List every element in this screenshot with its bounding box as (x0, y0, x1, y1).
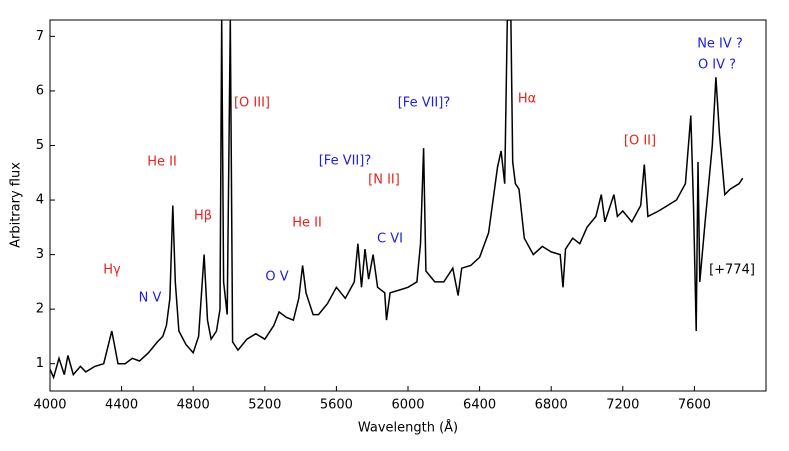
x-tick-label: 6000 (391, 398, 424, 413)
x-tick-label: 5200 (248, 398, 281, 413)
y-tick-label: 7 (36, 29, 44, 44)
spectrum-line (50, 20, 744, 380)
line-annotation: [+774] (709, 263, 755, 278)
line-annotation: He II (292, 216, 322, 231)
y-axis-label: Arbitrary flux (9, 162, 24, 248)
line-annotation: O V (265, 270, 288, 285)
y-tick-label: 4 (36, 193, 44, 208)
line-annotation: [Fe VII]? (398, 96, 451, 111)
y-tick-label: 3 (36, 247, 44, 262)
line-annotation: Hγ (103, 263, 121, 278)
x-tick-label: 4800 (177, 398, 210, 413)
line-annotation: Ne IV ? (697, 37, 743, 52)
x-axis-label: Wavelength (Å) (358, 420, 458, 436)
line-annotation: N V (139, 291, 162, 306)
line-annotation: C VI (377, 232, 403, 247)
line-annotation: He II (147, 155, 177, 170)
plot-area (50, 20, 744, 380)
x-tick-label: 7600 (678, 398, 711, 413)
line-annotation: [N II] (368, 173, 400, 188)
x-tick-label: 4400 (105, 398, 138, 413)
line-annotation: [O III] (234, 96, 270, 111)
x-tick-label: 4000 (33, 398, 66, 413)
x-tick-label: 6400 (463, 398, 496, 413)
x-tick-label: 7200 (606, 398, 639, 413)
y-tick-label: 2 (36, 302, 44, 317)
y-tick-label: 5 (36, 138, 44, 153)
line-annotation: Hα (518, 92, 536, 107)
line-annotation: Hβ (194, 209, 212, 224)
line-annotation: [Fe VII]? (319, 154, 372, 169)
x-tick-label: 6800 (535, 398, 568, 413)
plot-frame (49, 19, 767, 392)
x-tick-label: 5600 (320, 398, 353, 413)
line-annotation: [O II] (624, 134, 656, 149)
y-tick-label: 6 (36, 83, 44, 98)
line-annotation: O IV ? (698, 58, 736, 73)
y-tick-label: 1 (36, 356, 44, 371)
